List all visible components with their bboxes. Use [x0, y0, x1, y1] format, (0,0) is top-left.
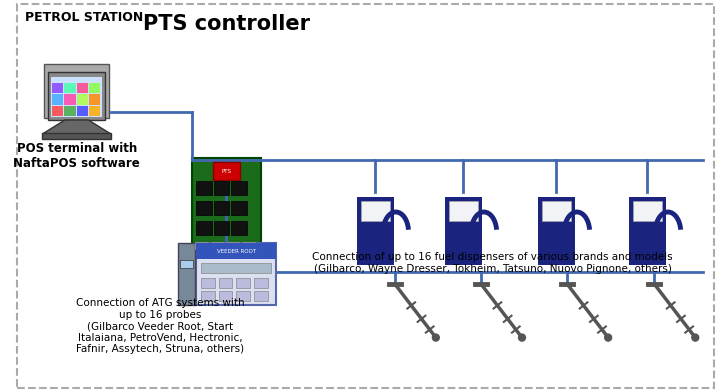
Bar	[449, 201, 478, 221]
Bar	[254, 291, 268, 301]
Circle shape	[605, 334, 611, 341]
Bar	[52, 83, 63, 93]
Text: Connection of up to 16 fuel dispensers of various brands and models
(Gilbarco, W: Connection of up to 16 fuel dispensers o…	[312, 252, 673, 274]
Bar	[89, 83, 100, 93]
Bar	[541, 201, 571, 221]
Bar	[76, 94, 88, 105]
Bar	[211, 242, 223, 249]
Bar	[212, 162, 240, 180]
Bar	[51, 77, 102, 117]
Bar	[196, 181, 212, 195]
Bar	[179, 243, 195, 305]
Bar	[242, 242, 255, 249]
Circle shape	[692, 334, 698, 341]
Bar	[52, 94, 63, 105]
Bar	[89, 106, 100, 116]
Bar	[231, 201, 247, 215]
Bar	[214, 181, 230, 195]
Text: PTS controller: PTS controller	[143, 14, 310, 34]
Bar	[64, 106, 76, 116]
Bar	[633, 201, 662, 221]
Bar	[64, 94, 76, 105]
Bar	[192, 158, 261, 250]
Bar	[201, 291, 215, 301]
Bar	[226, 242, 239, 249]
Bar	[231, 221, 247, 235]
Bar	[52, 106, 63, 116]
Bar	[254, 278, 268, 288]
Bar	[214, 221, 230, 235]
Bar	[195, 242, 208, 249]
Bar	[219, 278, 233, 288]
Bar	[201, 278, 215, 288]
Bar	[48, 72, 105, 120]
Text: PTS: PTS	[222, 169, 231, 174]
Bar	[89, 94, 100, 105]
Bar	[219, 291, 233, 301]
Bar	[196, 221, 212, 235]
Text: PETROL STATION: PETROL STATION	[24, 11, 143, 24]
Polygon shape	[45, 64, 109, 118]
Bar	[231, 181, 247, 195]
Bar	[236, 291, 250, 301]
Bar	[42, 133, 111, 139]
Bar	[236, 278, 250, 288]
Bar	[201, 263, 271, 273]
Text: POS terminal with
NaftaPOS software: POS terminal with NaftaPOS software	[13, 142, 140, 170]
Bar	[181, 260, 193, 268]
Bar	[445, 197, 482, 265]
Bar	[64, 83, 76, 93]
Bar	[76, 83, 88, 93]
Bar	[629, 197, 666, 265]
Bar	[356, 197, 394, 265]
Bar	[538, 197, 575, 265]
Bar	[361, 201, 390, 221]
Text: Connection of ATG systems with
up to 16 probes
(Gilbarco Veeder Root, Start
Ital: Connection of ATG systems with up to 16 …	[76, 298, 244, 354]
Bar	[196, 243, 276, 305]
Bar	[196, 243, 276, 259]
Bar	[214, 201, 230, 215]
Bar	[196, 201, 212, 215]
Circle shape	[518, 334, 526, 341]
Text: VEEDER ROOT: VEEDER ROOT	[217, 249, 256, 254]
Bar	[76, 106, 88, 116]
Polygon shape	[42, 120, 111, 134]
Circle shape	[433, 334, 439, 341]
